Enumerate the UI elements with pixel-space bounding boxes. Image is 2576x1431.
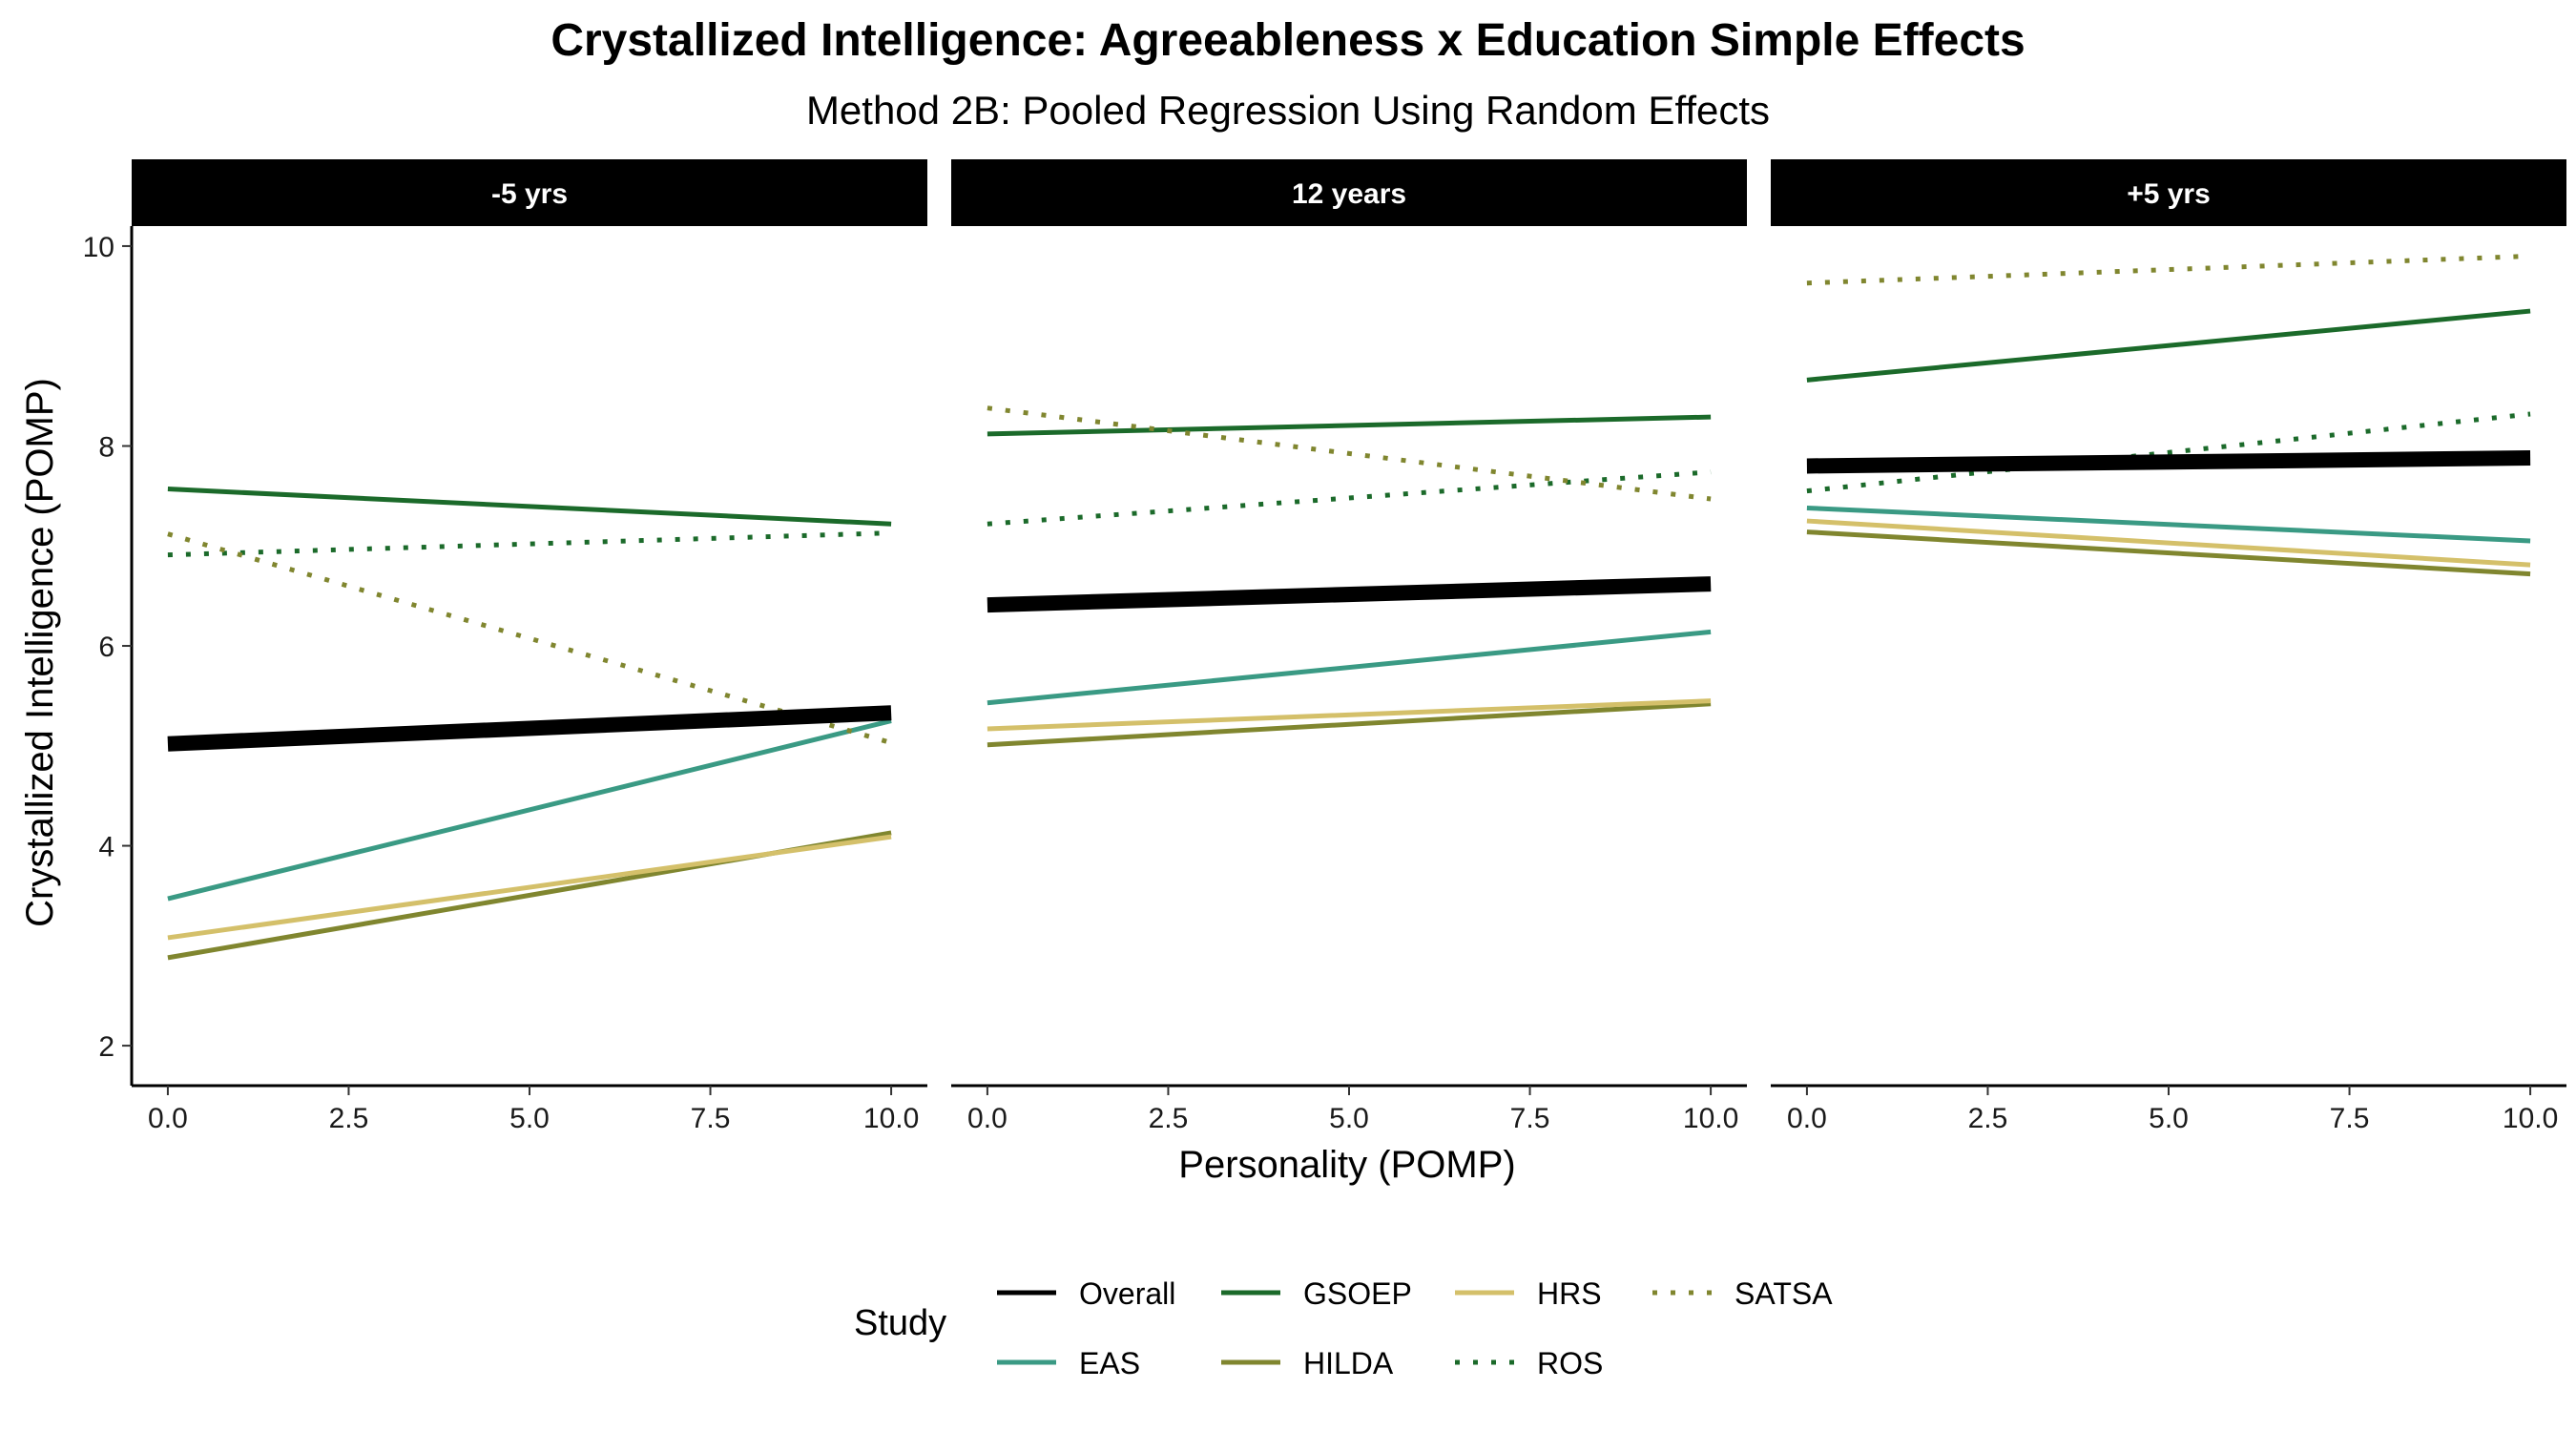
x-tick-label: 5.0 [1329,1103,1369,1134]
facet-strip-label: +5 yrs [2127,178,2211,210]
x-axis-title: Personality (POMP) [1178,1144,1515,1186]
series-line-satsa [987,405,1712,502]
series-line-overall [1806,450,2531,474]
series-line-gsoep [987,414,1712,437]
chart-title: Crystallized Intelligence: Agreeableness… [551,15,2025,66]
legend-label-ros: ROS [1537,1346,1603,1380]
x-tick-label: 0.0 [148,1103,188,1134]
facet-strip-label: 12 years [1292,178,1406,210]
series-line-ros [987,469,1712,527]
x-tick-label: 10.0 [2503,1103,2558,1134]
y-tick-label: 2 [98,1031,114,1063]
legend-label-gsoep: GSOEP [1303,1276,1412,1311]
legend-label-overall: Overall [1079,1276,1175,1311]
x-tick-label: 0.0 [967,1103,1008,1134]
series-line-hilda [987,701,1712,748]
y-axis-title: Crystallized Intelligence (POMP) [19,378,61,927]
legend: Study Overall EAS GSOEP HILDA HRS ROS SATSA [854,1276,1833,1380]
facet-panel-5-yrs: -5 yrs 0.0 2.5 5.0 7.5 10.0 2 4 6 8 10 [83,159,927,1134]
series-line-gsoep [1806,308,2531,383]
facet-panel-5-yrs: +5 yrs 0.0 2.5 5.0 7.5 10.0 [1771,159,2566,1134]
legend-label-hrs: HRS [1537,1276,1602,1311]
x-tick-label: 5.0 [509,1103,550,1134]
legend-label-eas: EAS [1079,1346,1140,1380]
x-tick-label: 2.5 [329,1103,369,1134]
legend-label-hilda: HILDA [1303,1346,1394,1380]
series-line-hrs [1806,518,2531,568]
x-tick-label: 10.0 [1683,1103,1738,1134]
series-line-eas [987,629,1712,706]
series-line-eas [167,718,892,902]
series-line-gsoep [167,487,892,527]
series-line-overall [167,705,892,752]
legend-title: Study [854,1303,946,1343]
y-tick-label: 4 [98,832,114,863]
x-tick-label: 10.0 [863,1103,919,1134]
series-line-hrs [987,698,1712,732]
series-line-satsa [1806,253,2531,286]
y-tick-label: 10 [83,232,114,263]
series-line-ros [167,530,892,558]
x-tick-label: 2.5 [1149,1103,1189,1134]
x-tick-label: 7.5 [1510,1103,1550,1134]
chart-subtitle: Method 2B: Pooled Regression Using Rando… [806,88,1770,133]
series-line-ros [1806,411,2531,494]
series-line-overall [987,576,1712,613]
x-tick-label: 5.0 [2149,1103,2189,1134]
y-tick-label: 8 [98,431,114,463]
facet-strip-5-yrs [132,159,927,226]
x-tick-label: 7.5 [2330,1103,2370,1134]
facet-panel-12-years: 12 years 0.0 2.5 5.0 7.5 10.0 [951,159,1747,1134]
series-line-eas [1806,505,2531,544]
facet-panels: -5 yrs 0.0 2.5 5.0 7.5 10.0 2 4 6 8 10 12 years 0.0 2… [83,159,2566,1134]
facet-strip-12-years [951,159,1747,226]
y-tick-label: 6 [98,632,114,663]
series-line-hilda [1806,529,2531,577]
x-tick-label: 2.5 [1968,1103,2008,1134]
x-tick-label: 0.0 [1787,1103,1827,1134]
facet-strip-5-yrs [1771,159,2566,226]
series-line-hrs [167,834,892,941]
legend-label-satsa: SATSA [1735,1276,1833,1311]
facet-strip-label: -5 yrs [491,178,568,210]
x-tick-label: 7.5 [691,1103,731,1134]
